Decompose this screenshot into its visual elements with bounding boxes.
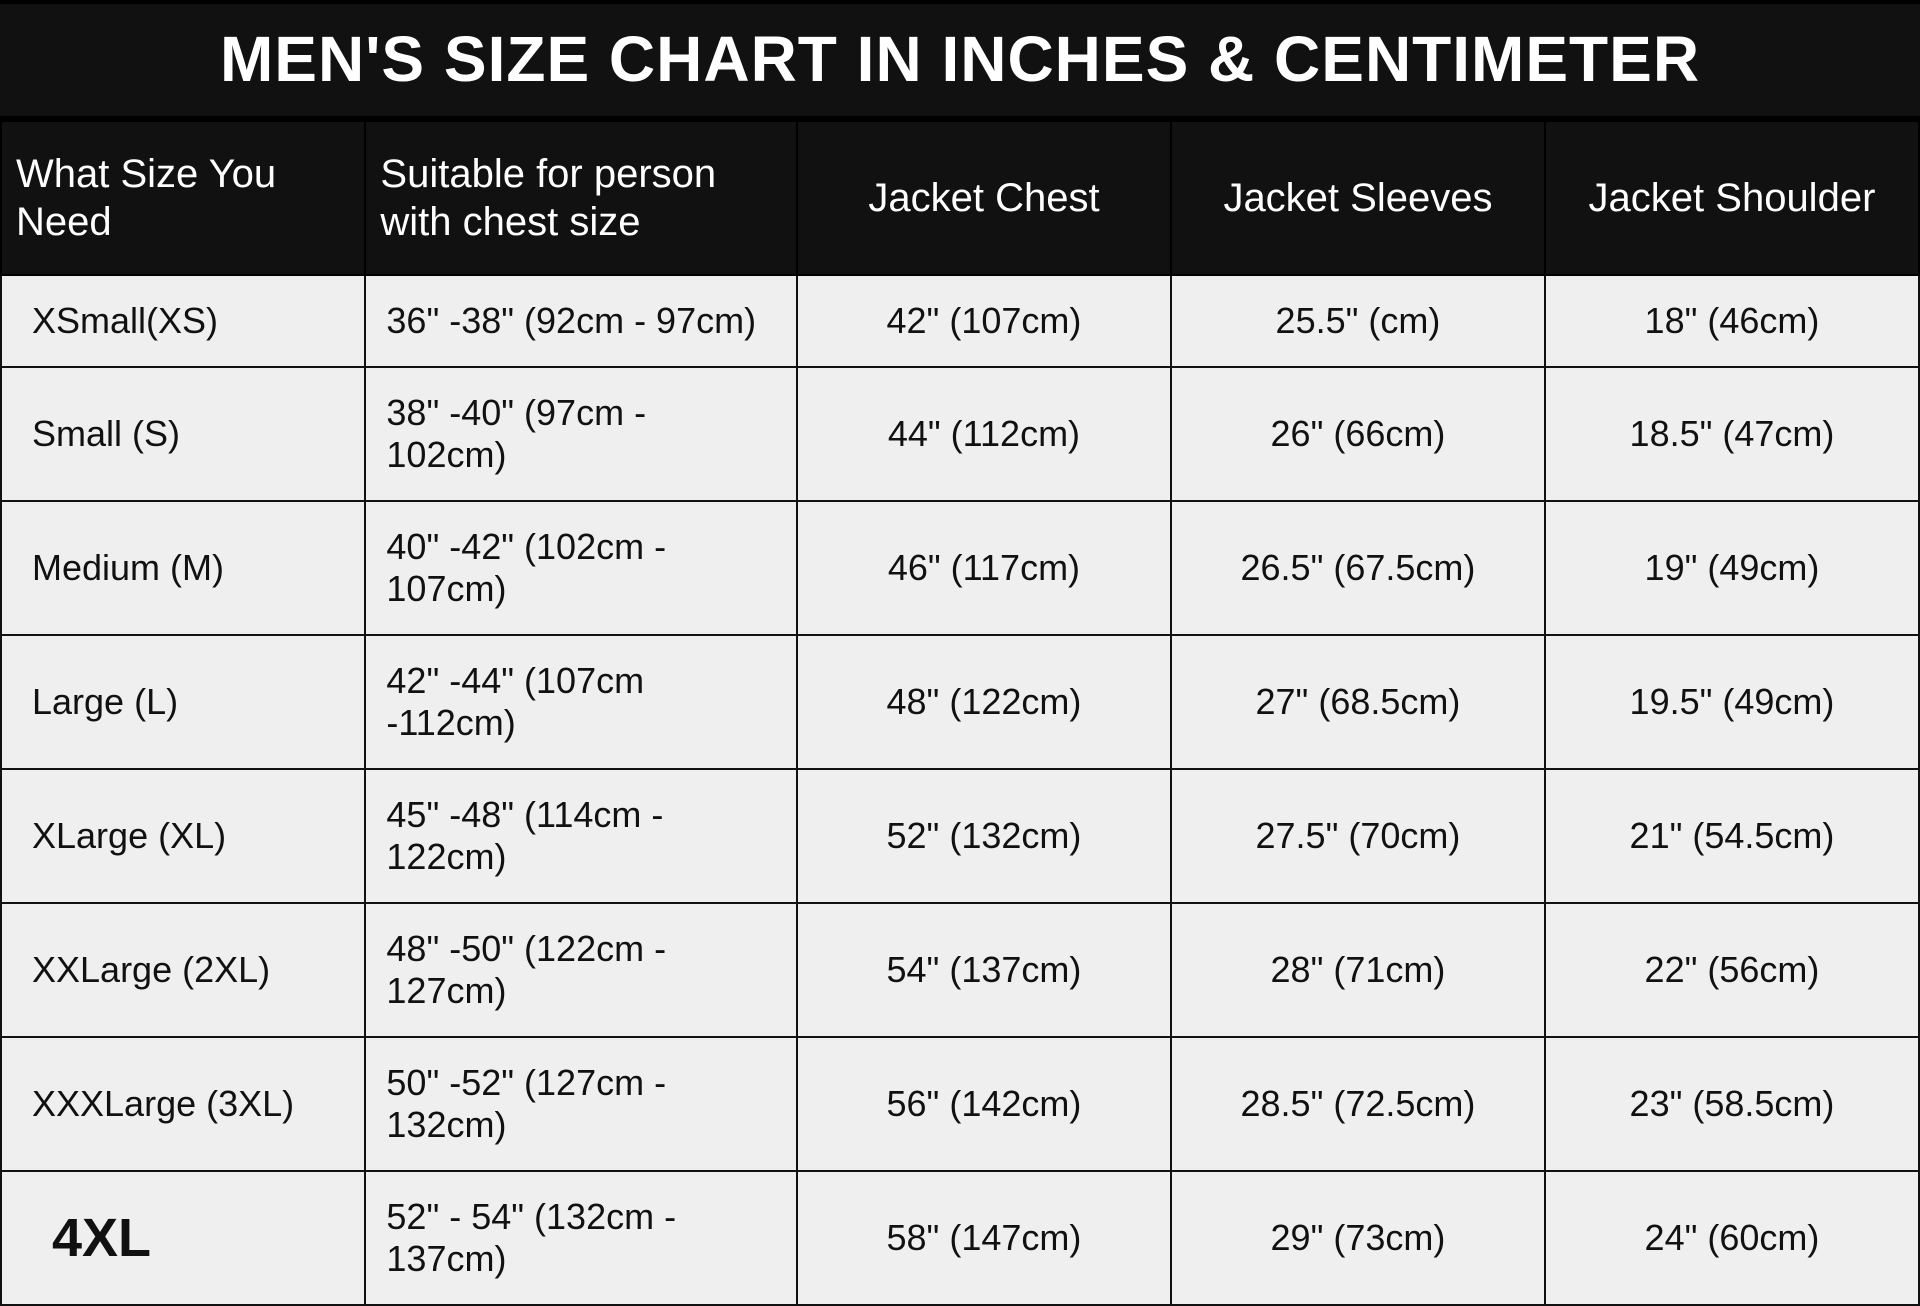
cell-jacket-sleeves: 29" (73cm) xyxy=(1171,1171,1545,1305)
table-row: 4XL 52" - 54" (132cm - 137cm) 58" (147cm… xyxy=(1,1171,1919,1305)
col-header-jacket-shoulder: Jacket Shoulder xyxy=(1545,121,1919,275)
table-row: Medium (M) 40" -42" (102cm - 107cm) 46" … xyxy=(1,501,1919,635)
cell-jacket-sleeves: 27.5" (70cm) xyxy=(1171,769,1545,903)
cell-size: Large (L) xyxy=(1,635,365,769)
cell-jacket-chest: 56" (142cm) xyxy=(797,1037,1171,1171)
cell-size: XXLarge (2XL) xyxy=(1,903,365,1037)
col-header-person-chest: Suitable for person with chest size xyxy=(365,121,797,275)
page-title: MEN'S SIZE CHART IN INCHES & CENTIMETER xyxy=(220,23,1700,95)
cell-person-chest: 40" -42" (102cm - 107cm) xyxy=(365,501,797,635)
cell-jacket-sleeves: 28.5" (72.5cm) xyxy=(1171,1037,1545,1171)
cell-jacket-sleeves: 25.5" (cm) xyxy=(1171,275,1545,367)
cell-jacket-chest: 52" (132cm) xyxy=(797,769,1171,903)
cell-person-chest: 50" -52" (127cm - 132cm) xyxy=(365,1037,797,1171)
cell-jacket-chest: 46" (117cm) xyxy=(797,501,1171,635)
cell-person-chest: 45" -48" (114cm - 122cm) xyxy=(365,769,797,903)
cell-jacket-shoulder: 19" (49cm) xyxy=(1545,501,1919,635)
cell-jacket-chest: 48" (122cm) xyxy=(797,635,1171,769)
table-row: XXXLarge (3XL) 50" -52" (127cm - 132cm) … xyxy=(1,1037,1919,1171)
cell-jacket-chest: 42" (107cm) xyxy=(797,275,1171,367)
table-row: XLarge (XL) 45" -48" (114cm - 122cm) 52"… xyxy=(1,769,1919,903)
table-row: XSmall(XS) 36" -38" (92cm - 97cm) 42" (1… xyxy=(1,275,1919,367)
col-header-jacket-chest: Jacket Chest xyxy=(797,121,1171,275)
cell-jacket-shoulder: 19.5" (49cm) xyxy=(1545,635,1919,769)
cell-jacket-chest: 44" (112cm) xyxy=(797,367,1171,501)
cell-jacket-shoulder: 22" (56cm) xyxy=(1545,903,1919,1037)
page-title-bar: MEN'S SIZE CHART IN INCHES & CENTIMETER xyxy=(0,0,1920,120)
cell-jacket-shoulder: 23" (58.5cm) xyxy=(1545,1037,1919,1171)
cell-jacket-shoulder: 24" (60cm) xyxy=(1545,1171,1919,1305)
cell-jacket-shoulder: 18" (46cm) xyxy=(1545,275,1919,367)
cell-person-chest: 38" -40" (97cm - 102cm) xyxy=(365,367,797,501)
table-body: XSmall(XS) 36" -38" (92cm - 97cm) 42" (1… xyxy=(1,275,1919,1305)
cell-jacket-sleeves: 26.5" (67.5cm) xyxy=(1171,501,1545,635)
table-row: Small (S) 38" -40" (97cm - 102cm) 44" (1… xyxy=(1,367,1919,501)
size-chart-table: What Size You Need Suitable for person w… xyxy=(0,120,1920,1306)
cell-size: 4XL xyxy=(1,1171,365,1305)
table-row: XXLarge (2XL) 48" -50" (122cm - 127cm) 5… xyxy=(1,903,1919,1037)
cell-size: XXXLarge (3XL) xyxy=(1,1037,365,1171)
col-header-jacket-sleeves: Jacket Sleeves xyxy=(1171,121,1545,275)
cell-person-chest: 36" -38" (92cm - 97cm) xyxy=(365,275,797,367)
cell-person-chest: 52" - 54" (132cm - 137cm) xyxy=(365,1171,797,1305)
cell-jacket-chest: 54" (137cm) xyxy=(797,903,1171,1037)
cell-person-chest: 48" -50" (122cm - 127cm) xyxy=(365,903,797,1037)
cell-size: XLarge (XL) xyxy=(1,769,365,903)
cell-jacket-sleeves: 28" (71cm) xyxy=(1171,903,1545,1037)
cell-person-chest: 42" -44" (107cm -112cm) xyxy=(365,635,797,769)
cell-jacket-sleeves: 27" (68.5cm) xyxy=(1171,635,1545,769)
col-header-size: What Size You Need xyxy=(1,121,365,275)
cell-jacket-chest: 58" (147cm) xyxy=(797,1171,1171,1305)
cell-size: Medium (M) xyxy=(1,501,365,635)
cell-size: Small (S) xyxy=(1,367,365,501)
cell-jacket-sleeves: 26" (66cm) xyxy=(1171,367,1545,501)
cell-jacket-shoulder: 18.5" (47cm) xyxy=(1545,367,1919,501)
table-row: Large (L) 42" -44" (107cm -112cm) 48" (1… xyxy=(1,635,1919,769)
table-header-row: What Size You Need Suitable for person w… xyxy=(1,121,1919,275)
cell-jacket-shoulder: 21" (54.5cm) xyxy=(1545,769,1919,903)
cell-size: XSmall(XS) xyxy=(1,275,365,367)
